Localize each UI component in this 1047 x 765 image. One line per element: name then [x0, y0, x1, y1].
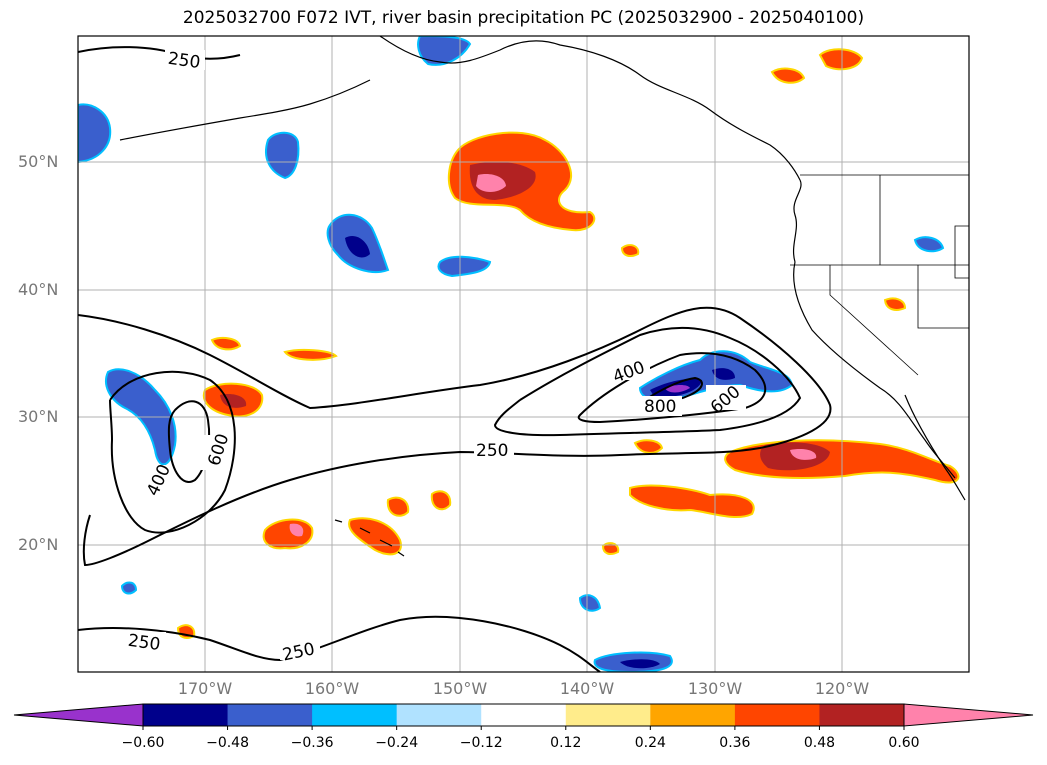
map-panel: 250 250 250 250 400 400 600 600 800	[77, 35, 970, 673]
colorbar-tick-label: −0.60	[121, 735, 165, 751]
lon-label: 160°W	[304, 679, 360, 698]
colorbar-segment	[227, 704, 313, 726]
lon-label: 120°W	[814, 679, 870, 698]
positive-anomaly-blob	[818, 48, 864, 71]
lon-label: 130°W	[687, 679, 743, 698]
coastline-hawaii	[334, 519, 405, 557]
contour-label-bg	[126, 50, 746, 660]
positive-anomaly-blob	[620, 244, 640, 257]
coastline-bc	[792, 179, 802, 263]
positive-anomaly-blob	[790, 448, 817, 460]
contour-250-main	[78, 306, 832, 567]
positive-anomaly-blob	[770, 67, 806, 84]
contour-label: 250	[476, 441, 508, 461]
lon-label: 170°W	[177, 679, 233, 698]
colorbar-segment	[312, 704, 398, 726]
positive-anomaly-blob	[283, 348, 338, 361]
colorbar-frame	[142, 703, 905, 727]
colorbar-segment	[396, 704, 482, 726]
colorbar-tick-label: −0.24	[375, 735, 419, 751]
positive-anomaly-blob	[430, 490, 452, 511]
contour-600-west	[167, 400, 211, 483]
lat-label: 40°N	[18, 280, 59, 299]
lat-label: 20°N	[18, 535, 59, 554]
colorbar-segment	[14, 704, 143, 726]
contour-250-south	[78, 615, 601, 672]
map-title: 2025032700 F072 IVT, river basin precipi…	[182, 8, 865, 28]
lon-label: 150°W	[432, 679, 488, 698]
precip-anomaly-fill	[78, 36, 960, 672]
negative-anomaly-blob	[913, 236, 945, 253]
colorbar-segment	[650, 704, 736, 726]
colorbar-segment	[143, 704, 229, 726]
positive-anomaly-blob	[629, 484, 755, 518]
contour-label: 250	[167, 49, 202, 73]
negative-anomaly-blob	[417, 36, 472, 66]
colorbar-tick-label: −0.36	[290, 735, 334, 751]
colorbar-tick-label: 0.60	[888, 735, 920, 751]
lat-label: 50°N	[18, 152, 59, 171]
map-frame	[77, 35, 970, 673]
negative-anomaly-blob	[712, 368, 735, 380]
contour-400-west	[109, 370, 236, 534]
colorbar-segment	[819, 704, 905, 726]
positive-anomaly-blob	[633, 439, 664, 454]
contour-400-east	[493, 326, 802, 437]
ivt-contours	[78, 46, 832, 672]
negative-anomaly-blob	[78, 103, 112, 164]
negative-anomaly-blob	[345, 235, 370, 258]
coastline-california	[793, 261, 956, 479]
coastline-aleutians	[119, 79, 371, 141]
contour-label: 250	[127, 631, 162, 655]
colorbar-tick-label: 0.24	[634, 735, 666, 751]
colorbar-tick-label: 0.48	[803, 735, 836, 751]
colorbar-segment	[734, 704, 820, 726]
colorbar-tick-label: 0.36	[719, 735, 751, 751]
coastlines	[119, 36, 966, 557]
negative-anomaly-blob	[120, 581, 138, 595]
negative-anomaly-blob	[620, 659, 660, 669]
colorbar-tick-label: −0.48	[206, 735, 249, 751]
colorbar-segment	[904, 704, 1033, 726]
positive-anomaly-blob	[476, 174, 506, 192]
colorbar-tick-label: −0.12	[459, 735, 503, 751]
positive-anomaly-blob	[289, 523, 304, 537]
lat-label: 30°N	[18, 407, 59, 426]
colorbar-tick-label: 0.12	[550, 735, 582, 751]
colorbar-segment	[481, 704, 567, 726]
coastline-baja	[904, 394, 966, 501]
positive-anomaly-blob	[386, 496, 410, 517]
contour-label: 800	[644, 397, 676, 417]
positive-anomaly-blob	[210, 337, 242, 351]
state-borders	[790, 174, 969, 376]
lon-label: 140°W	[559, 679, 615, 698]
negative-anomaly-blob	[437, 255, 492, 278]
coastline-alaska	[379, 36, 801, 181]
contour-600-east	[577, 352, 767, 424]
positive-anomaly-blob	[601, 542, 620, 555]
negative-anomaly-blob	[665, 385, 690, 393]
positive-anomaly-blob	[883, 297, 907, 311]
colorbar-segment	[565, 704, 651, 726]
negative-anomaly-blob	[265, 131, 300, 180]
